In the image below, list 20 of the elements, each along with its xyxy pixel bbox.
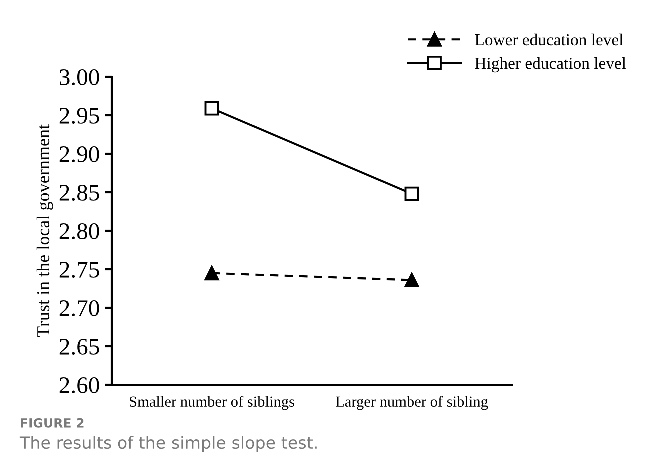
y-tick-label: 2.65 xyxy=(60,339,100,356)
point xyxy=(204,101,220,116)
y-tick-label: 2.75 xyxy=(60,262,100,278)
legend-label: Lower education level xyxy=(475,34,624,46)
y-tick-label: 3.00 xyxy=(60,69,100,86)
y-tick-label: 2.95 xyxy=(60,108,100,124)
y-tick-label: 2.80 xyxy=(60,223,100,240)
y-tick-label: 2.70 xyxy=(60,300,100,317)
y-tick-label: 2.60 xyxy=(60,377,100,394)
point xyxy=(404,186,420,202)
x-tick-label: Smaller number of siblings xyxy=(130,396,294,410)
x-tick-label: Larger number of sibling xyxy=(336,396,488,410)
legend-label: Higher education level xyxy=(475,57,626,73)
caption: FIGURE 2 xyxy=(21,418,84,428)
point xyxy=(204,266,220,281)
y-axis-title: Trust in the local government xyxy=(36,124,54,338)
text: The results of the simple slope test. xyxy=(20,436,317,452)
y-tick-label: 2.90 xyxy=(60,146,100,163)
point xyxy=(404,273,420,288)
y-tick-label: 2.85 xyxy=(60,184,100,202)
